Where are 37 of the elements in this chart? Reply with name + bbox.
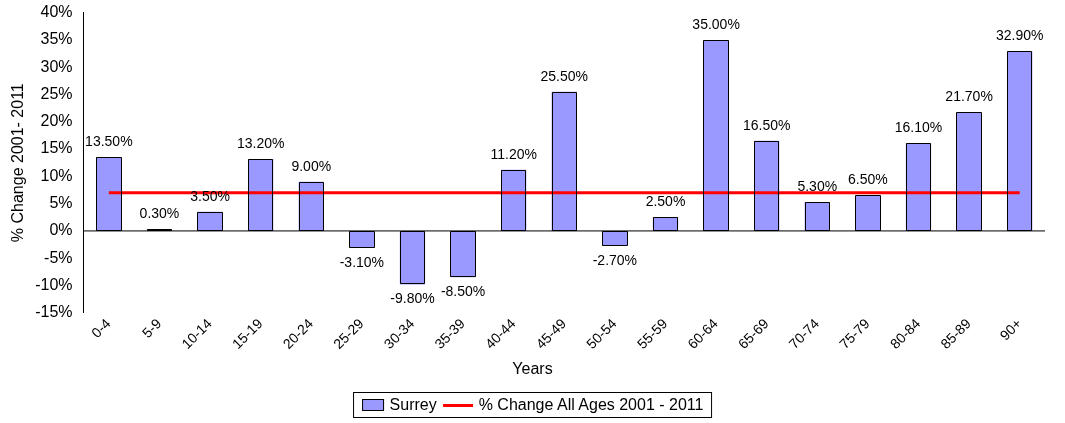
data-label: 35.00% [692,15,740,32]
y-tick-label: 25% [40,84,73,102]
data-label: 13.50% [85,133,133,150]
x-tick-label: 0-4 [88,315,114,341]
data-label: -2.70% [592,251,638,268]
data-label: 16.10% [894,118,943,135]
x-axis-title: Years [511,360,554,378]
data-label: -3.10% [339,253,385,270]
y-tick-label: 0% [49,221,73,239]
data-label: 21.70% [945,88,993,105]
y-tick-label: -15% [35,303,73,321]
y-tick-label: 15% [40,139,73,157]
data-label: 5.30% [797,177,838,194]
y-tick-label: -5% [44,248,73,266]
legend-label: Surrey [389,396,437,414]
data-label: 0.30% [139,205,180,222]
x-tick-label: 90+ [996,315,1025,344]
data-label: -9.80% [390,290,435,307]
y-tick-label: 30% [40,57,73,75]
legend-label: % Change All Ages 2001 - 2011 [478,396,704,414]
y-tick-label: 5% [49,194,73,212]
data-label: 2.50% [645,193,686,210]
data-label: -8.50% [440,283,486,300]
data-label: 32.90% [995,27,1044,44]
y-axis-title: % Change 2001- 2011 [9,83,27,243]
data-label: 6.50% [848,171,888,188]
data-label: 11.20% [490,145,537,162]
y-tick-label: 10% [40,166,73,184]
data-label: 16.50% [742,116,791,133]
y-tick-label: -10% [35,275,73,293]
x-tick-label: 5-9 [138,315,165,341]
y-tick-label: 35% [40,30,73,48]
y-tick-label: 20% [40,112,73,130]
data-label: 9.00% [291,157,332,174]
data-label: 13.20% [236,134,285,151]
data-label: 25.50% [540,67,589,84]
y-tick-label: 40% [40,3,73,21]
